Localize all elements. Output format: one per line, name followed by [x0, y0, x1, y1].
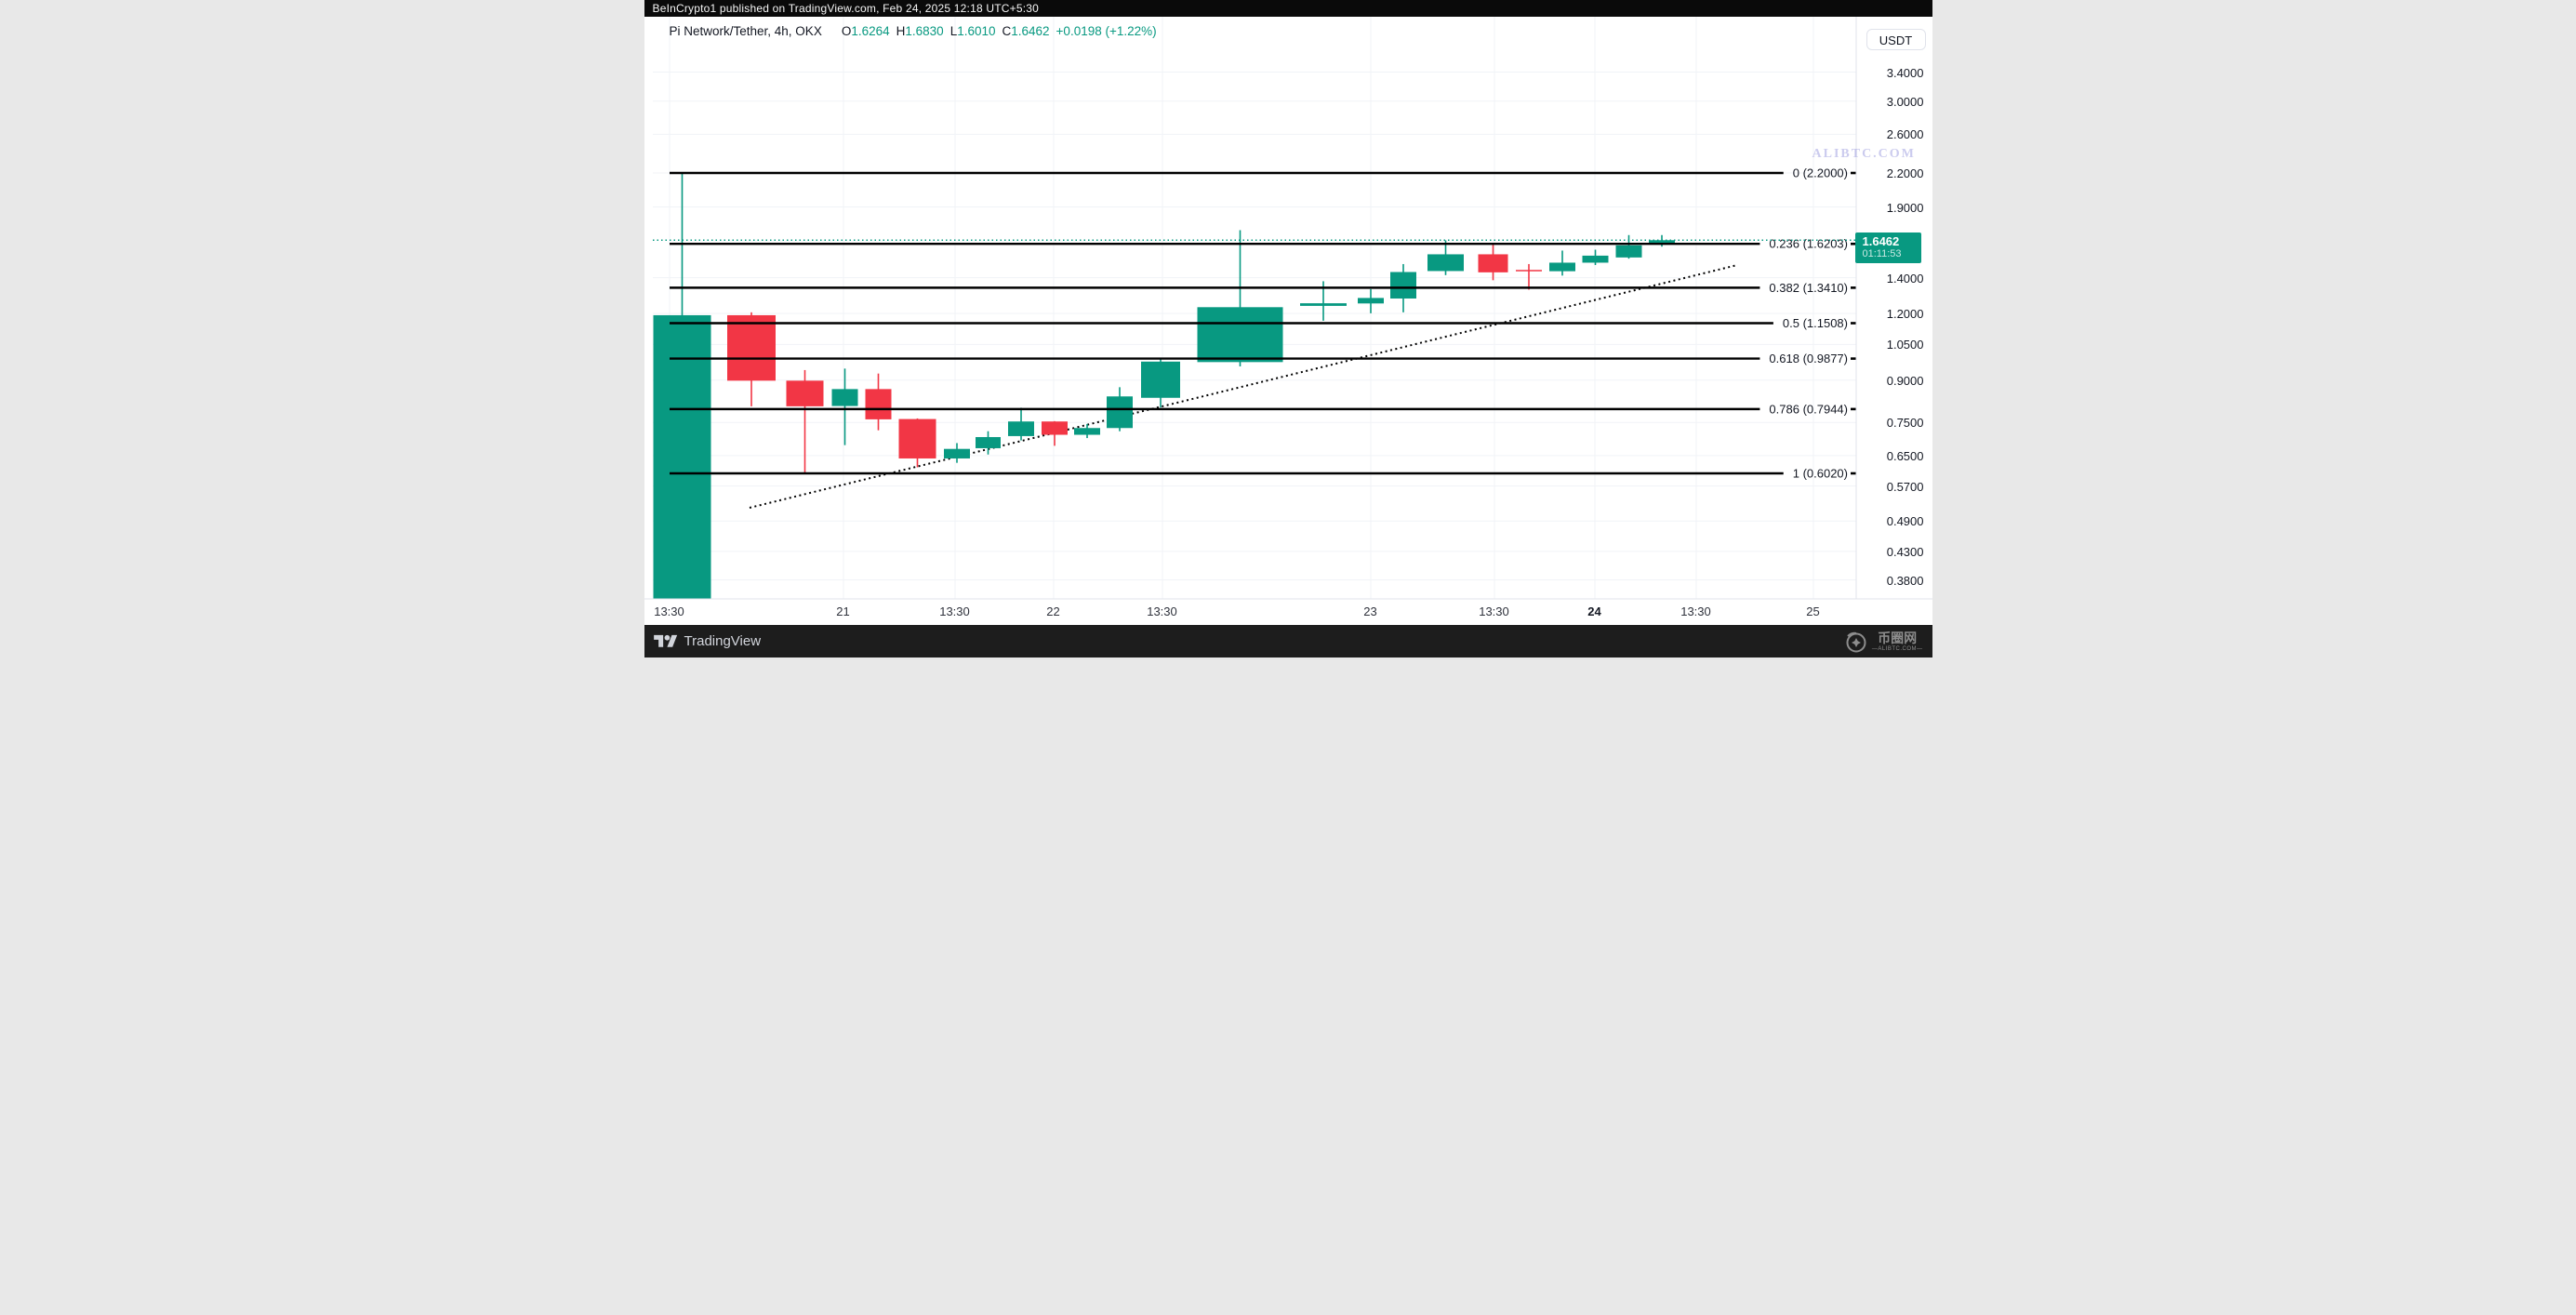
- stamp-seal-icon: [1846, 631, 1866, 652]
- candle-down: [1478, 254, 1507, 272]
- stamp-site-name: 币圈网: [1878, 630, 1918, 645]
- time-axis-label: 22: [1046, 604, 1060, 618]
- price-axis-label: 3.4000: [1886, 65, 1924, 80]
- candle-up: [1073, 428, 1100, 435]
- candle-down: [865, 389, 891, 419]
- fib-level-label: 0.618 (0.9877): [1769, 352, 1848, 365]
- tradingview-logo-icon: [653, 634, 677, 647]
- time-axis-label: 25: [1806, 604, 1820, 618]
- time-axis-label: 13:30: [1479, 604, 1509, 618]
- tradingview-brand: TradingView: [653, 632, 762, 651]
- time-axis-label: 13:30: [939, 604, 970, 618]
- price-axis-label: 0.5700: [1886, 479, 1924, 494]
- low-value: 1.6010: [957, 24, 996, 38]
- price-axis-label: 0.7500: [1886, 416, 1924, 431]
- candle-up: [831, 389, 857, 406]
- fib-level-label: 0.5 (1.1508): [1782, 316, 1847, 330]
- fib-axis-tick: [1850, 242, 1856, 246]
- fib-level-label: 0 (2.2000): [1792, 166, 1847, 180]
- fib-axis-tick: [1850, 472, 1856, 475]
- candle-up: [1357, 298, 1384, 304]
- chart-area: 0 (2.2000) 0.236 (1.6203) 0.382 (1.3410) 0.…: [644, 17, 1932, 625]
- current-price-badge: 1.6462 01:11:53: [1854, 232, 1921, 264]
- fib-level-label: 0.236 (1.6203): [1769, 237, 1848, 251]
- tradingview-published-chart: BeInCrypto1 published on TradingView.com…: [644, 0, 1932, 658]
- symbol-title: Pi Network/Tether, 4h, OKX: [669, 24, 822, 38]
- candle-wick: [1239, 230, 1241, 366]
- candle-up: [1140, 361, 1180, 398]
- candle-countdown: 01:11:53: [1862, 248, 1902, 260]
- high-label: H: [896, 24, 906, 38]
- fib-axis-tick: [1850, 286, 1856, 289]
- fib-axis-tick: [1850, 407, 1856, 411]
- candle-wick: [803, 369, 805, 473]
- candle-up: [1648, 240, 1675, 244]
- tradingview-label: TradingView: [684, 633, 762, 649]
- candle-up: [1427, 254, 1464, 272]
- time-axis-label: 13:30: [654, 604, 684, 618]
- footer-bar: TradingView 币圈网 —ALIBTC.COM—: [644, 625, 1932, 658]
- chart-canvas[interactable]: 0 (2.2000) 0.236 (1.6203) 0.382 (1.3410) 0.…: [644, 17, 1932, 625]
- price-axis-label: 1.4000: [1886, 271, 1924, 286]
- candle-down: [898, 418, 936, 458]
- fib-level-label: 0.786 (0.7944): [1769, 402, 1848, 416]
- open-value: 1.6264: [851, 24, 890, 38]
- candle-up: [1389, 272, 1416, 299]
- price-axis-label: 3.0000: [1886, 94, 1924, 109]
- price-axis-label: 0.4300: [1886, 544, 1924, 559]
- candle-wick: [1527, 263, 1530, 290]
- candle-up: [1007, 421, 1034, 436]
- price-axis-label: 2.2000: [1886, 166, 1924, 180]
- candle-up: [1106, 396, 1133, 429]
- candle-down: [726, 314, 776, 381]
- fib-axis-tick: [1850, 357, 1856, 360]
- change-value: +0.0198 (+1.22%): [1056, 24, 1157, 38]
- attribution-bar: BeInCrypto1 published on TradingView.com…: [644, 0, 1932, 17]
- trendline[interactable]: [749, 264, 1737, 509]
- fib-level-label: 1 (0.6020): [1792, 467, 1847, 481]
- time-axis-label: 24: [1587, 604, 1601, 618]
- time-axis-label: 21: [836, 604, 850, 618]
- candle-up: [975, 436, 1001, 448]
- candle-up: [1582, 255, 1608, 263]
- candle-up: [1548, 262, 1575, 272]
- fib-axis-tick: [1850, 322, 1856, 325]
- chart-legend: Pi Network/Tether, 4h, OKX O1.6264 H1.6830…: [670, 24, 1157, 38]
- high-value: 1.6830: [905, 24, 944, 38]
- close-label: C: [1002, 24, 1012, 38]
- candle-up: [653, 314, 710, 599]
- publisher-stamp: 币圈网 —ALIBTC.COM—: [1844, 630, 1923, 654]
- stamp-site-url: —ALIBTC.COM—: [1871, 645, 1923, 652]
- candle-up: [1197, 307, 1282, 363]
- fib-level-label: 0.382 (1.3410): [1769, 281, 1848, 295]
- fib-axis-tick: [1850, 171, 1856, 175]
- candle-up: [1299, 303, 1347, 306]
- attribution-text: BeInCrypto1 published on TradingView.com…: [652, 2, 1040, 15]
- candle-up: [1615, 245, 1641, 258]
- candle-down: [1041, 421, 1068, 435]
- time-axis-label: 13:30: [1147, 604, 1177, 618]
- price-axis-label: 1.0500: [1886, 338, 1924, 352]
- price-axis-label: 0.6500: [1886, 448, 1924, 463]
- time-axis-label: 23: [1363, 604, 1377, 618]
- candle-down: [1515, 270, 1542, 272]
- time-axis-label: 13:30: [1680, 604, 1711, 618]
- low-label: L: [949, 24, 958, 38]
- candle-up: [943, 448, 970, 458]
- candle-wick: [843, 368, 845, 445]
- currency-toggle-button[interactable]: USDT: [1866, 29, 1926, 50]
- open-label: O: [841, 24, 852, 38]
- close-value: 1.6462: [1011, 24, 1050, 38]
- price-axis-label: 2.6000: [1886, 127, 1924, 142]
- candle-wick: [1321, 281, 1324, 321]
- candle-down: [786, 380, 823, 406]
- price-axis-label: 0.4900: [1886, 514, 1924, 529]
- current-price-value: 1.6462: [1862, 234, 1900, 249]
- price-axis-label: 1.9000: [1886, 200, 1924, 215]
- price-axis-label: 1.2000: [1886, 307, 1924, 322]
- price-axis-label: 0.3800: [1886, 573, 1924, 588]
- price-axis-label: 0.9000: [1886, 373, 1924, 388]
